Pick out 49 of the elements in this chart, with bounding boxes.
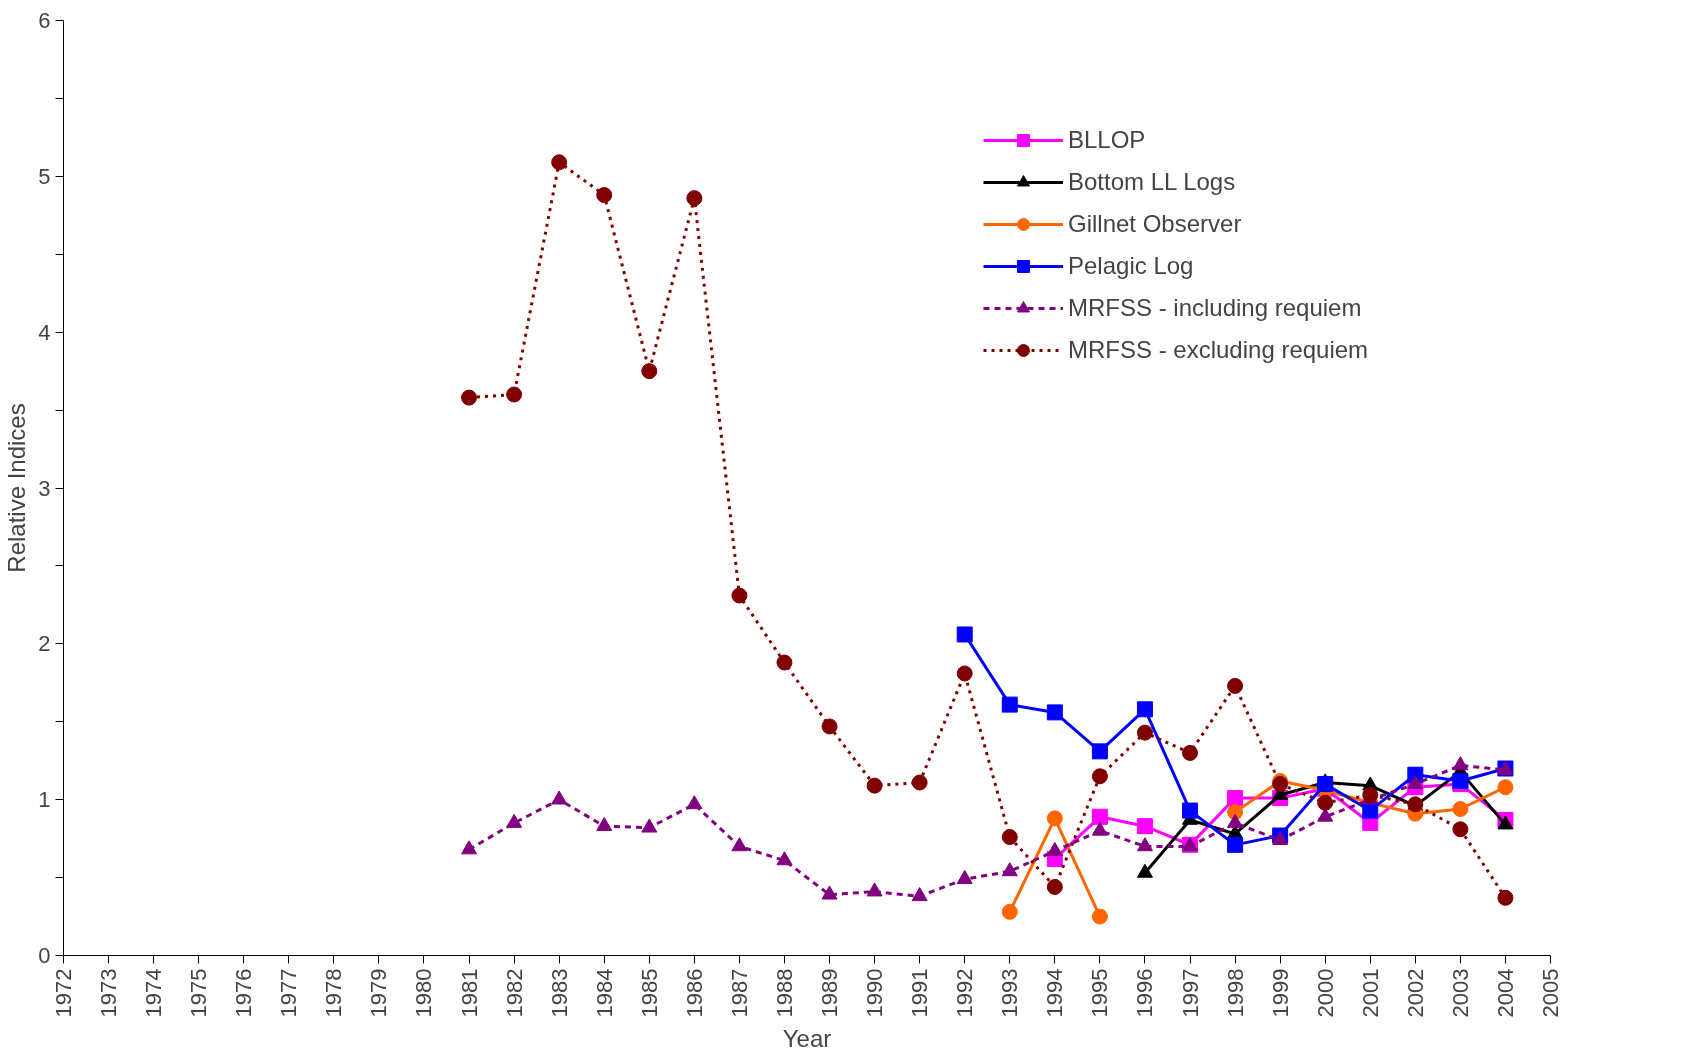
y-tick-label: 3 [38,475,51,501]
x-tick-label: 1972 [51,968,76,1018]
x-tick-label: 1987 [726,968,752,1018]
x-tick-label: 1997 [1177,968,1203,1018]
x-tick-label: 1991 [907,968,933,1018]
x-tick-label: 1998 [1222,968,1248,1018]
x-tick-label: 1981 [456,968,482,1018]
x-tick-label: 2004 [1492,968,1518,1018]
x-tick-label: 2000 [1312,968,1338,1018]
x-tick-label: 1999 [1267,968,1293,1018]
y-tick-label: 0 [38,943,51,968]
x-tick-label: 1982 [501,968,527,1018]
x-tick-label: 2001 [1357,968,1383,1018]
x-tick-label: 1989 [817,968,843,1018]
x-tick-label: 1974 [141,968,167,1018]
y-tick-label: 2 [38,631,51,657]
x-tick-label: 1980 [411,968,437,1018]
x-tick-label: 1983 [546,968,572,1018]
x-tick-label: 1975 [186,968,212,1018]
legend-label: BLLOP [1068,126,1146,154]
x-tick-label: 1976 [231,968,257,1018]
x-tick-label: 1977 [276,968,302,1018]
x-tick-label: 1978 [321,968,347,1018]
y-tick-label: 4 [38,319,51,345]
legend-label: MRFSS - excluding requiem [1068,336,1369,364]
x-axis-title: Year [782,1025,832,1053]
x-tick-label: 1986 [681,968,707,1018]
y-tick-label: 5 [38,163,51,189]
x-tick-label: 1992 [952,968,978,1018]
legend-label: Gillnet Observer [1068,210,1242,238]
y-axis-title: Relative Indices [3,403,31,573]
x-tick-label: 1993 [997,968,1023,1018]
x-tick-label: 1995 [1087,968,1113,1018]
x-tick-label: 1979 [366,968,392,1018]
y-tick-label: 6 [38,8,51,33]
x-tick-label: 1996 [1132,968,1158,1018]
x-tick-label: 2003 [1447,968,1473,1018]
x-tick-label: 1988 [771,968,797,1018]
legend-label: Bottom LL Logs [1068,168,1236,196]
x-tick-label: 2002 [1402,968,1428,1018]
x-tick-label: 2005 [1538,968,1563,1018]
x-tick-label: 1984 [591,968,617,1018]
x-tick-label: 1990 [862,968,888,1018]
x-tick-label: 1994 [1042,968,1068,1018]
legend-label: Pelagic Log [1068,252,1194,280]
legend-label: MRFSS - including requiem [1068,294,1362,322]
x-tick-label: 1985 [636,968,662,1018]
x-tick-label: 1973 [96,968,122,1018]
y-tick-label: 1 [38,787,51,813]
